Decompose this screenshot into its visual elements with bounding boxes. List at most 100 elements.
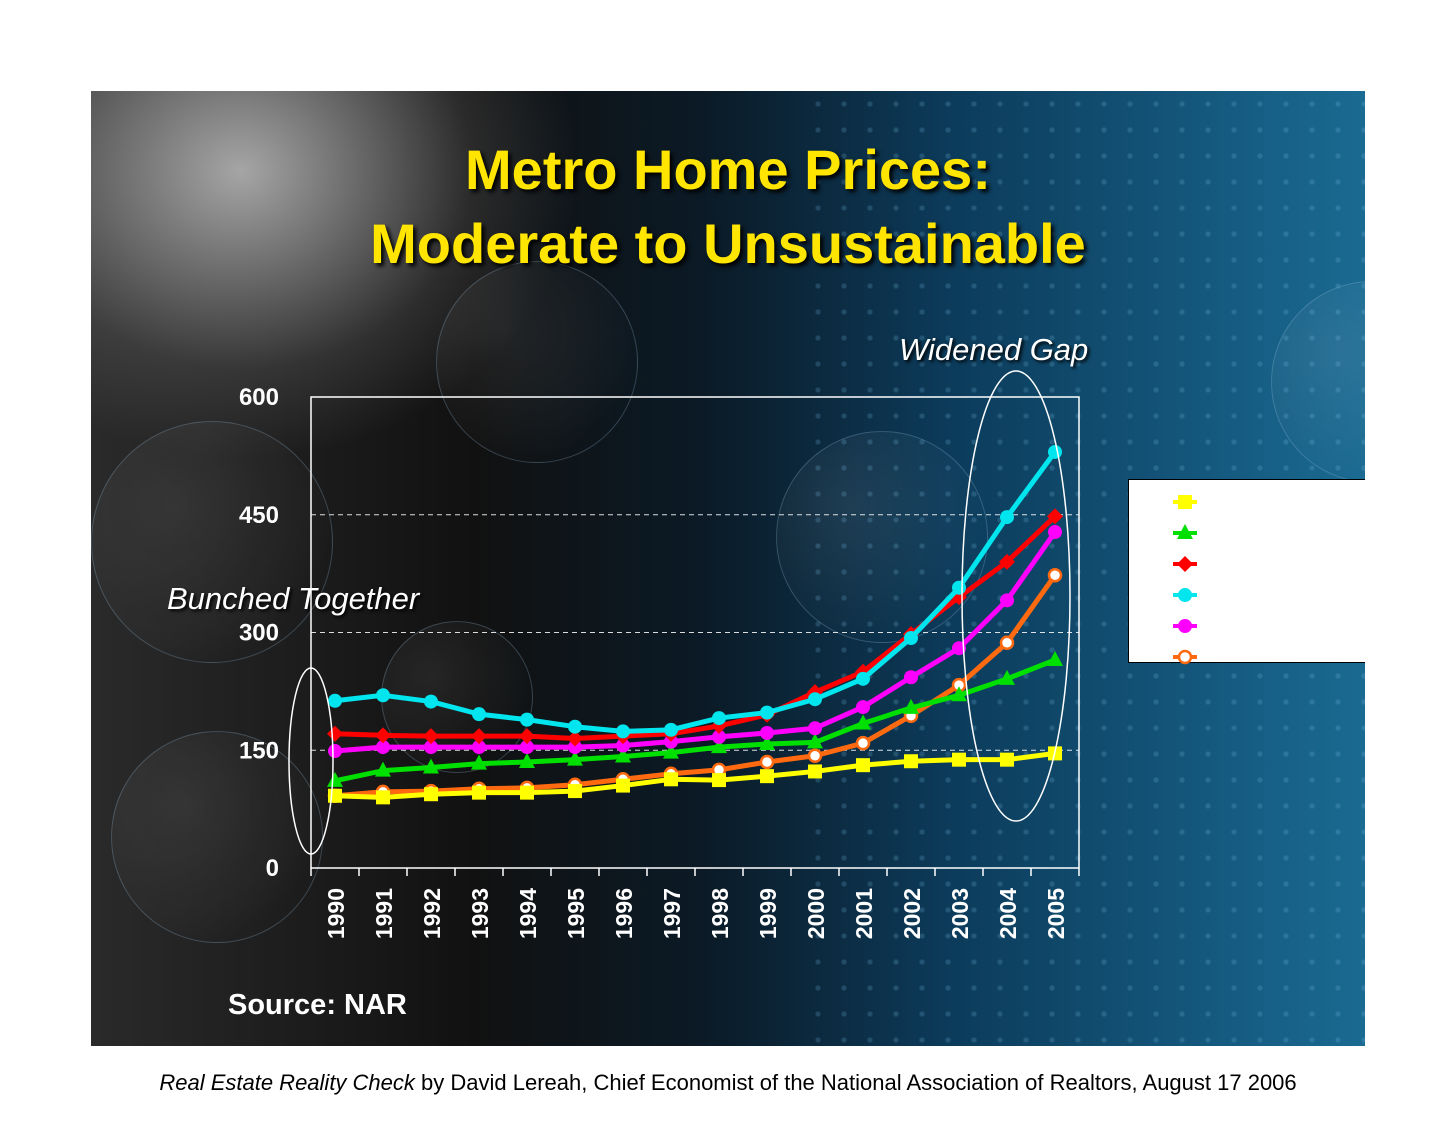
x-tick-label: 1998 [707, 888, 733, 939]
data-point [568, 740, 582, 755]
data-point [327, 771, 343, 787]
data-point [952, 752, 966, 767]
data-point [568, 719, 582, 734]
series-line [334, 530, 1058, 754]
data-point [519, 728, 535, 745]
data-point [471, 728, 487, 745]
legend-marker [1173, 616, 1197, 636]
data-point [904, 754, 918, 769]
data-point [1000, 510, 1014, 525]
x-tick-label: 2003 [947, 888, 973, 939]
y-tick-label: 600 [239, 384, 279, 411]
data-point [855, 735, 871, 751]
y-tick-label: 0 [266, 855, 279, 882]
legend-marker [1173, 647, 1197, 667]
data-point [855, 714, 871, 730]
series-line [334, 750, 1056, 800]
data-point [711, 738, 727, 754]
legend-marker [1173, 492, 1197, 512]
x-tick-label: 1991 [371, 888, 397, 939]
legend [1128, 479, 1365, 665]
x-tick-label: 1995 [563, 888, 589, 939]
data-point [375, 761, 391, 777]
data-point [808, 764, 822, 779]
data-point [856, 671, 870, 686]
data-point [807, 748, 823, 763]
data-point [760, 705, 774, 720]
source-label: Source: NAR [228, 989, 407, 1021]
data-point [808, 721, 822, 736]
data-point [952, 580, 966, 595]
data-point [1178, 619, 1192, 633]
data-point [376, 790, 390, 805]
slide: Metro Home Prices: Moderate to Unsustain… [91, 91, 1365, 1046]
legend-swatch [1173, 619, 1197, 633]
data-point [376, 740, 390, 755]
data-point [1047, 650, 1063, 666]
data-point [1177, 649, 1193, 665]
data-point [712, 729, 726, 744]
data-point [328, 693, 342, 708]
x-tick-label: 1993 [467, 888, 493, 939]
data-point [327, 725, 343, 742]
x-tick-label: 2004 [995, 888, 1021, 939]
data-point [1178, 495, 1192, 509]
line-chart: 0 150 300 450 600 1990 1991 1992 1993 1994 1995 199… [239, 370, 1080, 939]
data-point [1047, 508, 1063, 525]
legend-swatch [1173, 556, 1197, 572]
data-point [999, 635, 1015, 650]
bunched-ellipse [288, 667, 334, 855]
legend-swatch [1173, 524, 1197, 539]
data-point [567, 730, 583, 747]
data-point [567, 750, 583, 766]
data-point [424, 694, 438, 709]
data-point [759, 754, 775, 770]
data-point [1048, 444, 1062, 459]
annotation-bunched-together: Bunched Together [167, 581, 420, 616]
data-point [472, 707, 486, 722]
decorative-bubble [436, 261, 638, 463]
data-point [664, 772, 678, 787]
legend-swatch [1173, 649, 1197, 665]
data-point [376, 688, 390, 703]
legend-marker [1173, 523, 1197, 543]
x-tick-label: 1992 [419, 888, 445, 939]
y-tick-label: 300 [239, 620, 279, 647]
caption-book-title: Real Estate Reality Check [159, 1070, 415, 1095]
data-point [856, 700, 870, 715]
data-point [999, 669, 1015, 685]
widened-ellipse [961, 370, 1071, 822]
data-point [1048, 525, 1062, 540]
data-point [520, 785, 534, 800]
data-point [664, 722, 678, 737]
series-line [334, 450, 1058, 734]
x-tick-label: 1999 [755, 888, 781, 939]
data-point [663, 743, 679, 759]
data-point [856, 758, 870, 773]
data-point [807, 733, 823, 749]
data-point [519, 753, 535, 769]
legend-swatch [1173, 495, 1197, 509]
data-point [520, 712, 534, 727]
x-tick-label: 1990 [323, 888, 349, 939]
data-point [568, 784, 582, 799]
data-point [423, 728, 439, 745]
data-point [375, 727, 391, 744]
data-point [1000, 752, 1014, 767]
x-tick-label: 1996 [611, 888, 637, 939]
data-point [808, 692, 822, 707]
data-point [1178, 588, 1192, 602]
data-point [616, 778, 630, 793]
x-tick-label: 1997 [659, 888, 685, 939]
data-point [424, 740, 438, 755]
data-point [760, 769, 774, 784]
caption-text: by David Lereah, Chief Economist of the … [414, 1070, 1297, 1095]
data-point [520, 740, 534, 755]
data-point [904, 670, 918, 685]
data-point [760, 725, 774, 740]
chart-title: Metro Home Prices: Moderate to Unsustain… [91, 133, 1365, 281]
data-point [712, 711, 726, 726]
y-tick-label: 450 [239, 502, 279, 529]
series-line [334, 657, 1056, 784]
data-point [423, 758, 439, 774]
